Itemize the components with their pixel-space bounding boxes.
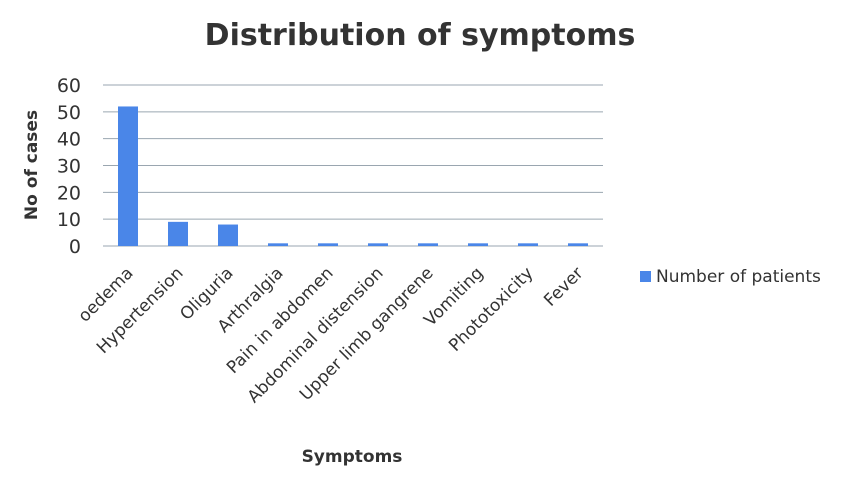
bar	[268, 243, 288, 246]
bar	[468, 243, 488, 246]
y-tick-label: 30	[57, 156, 81, 178]
bar	[418, 243, 438, 246]
bar	[118, 106, 138, 246]
x-tick-label: Fever	[540, 263, 587, 310]
y-tick-label: 40	[57, 129, 81, 151]
y-tick-label: 20	[57, 182, 81, 204]
y-tick-label: 50	[57, 102, 81, 124]
bar	[318, 243, 338, 246]
chart-title: Distribution of symptoms	[205, 18, 636, 53]
bar	[168, 221, 188, 246]
y-tick-label: 10	[57, 209, 81, 231]
bar	[568, 243, 588, 246]
bar	[218, 224, 238, 246]
legend-swatch	[640, 271, 651, 282]
bar	[368, 243, 388, 246]
y-axis-title: No of cases	[22, 110, 42, 220]
x-tick-label: Hypertension	[93, 263, 188, 358]
x-axis-title: Symptoms	[302, 447, 403, 467]
bar	[518, 243, 538, 246]
y-tick-label: 60	[57, 75, 81, 97]
legend-label: Number of patients	[656, 267, 821, 287]
y-tick-label: 0	[69, 236, 81, 258]
